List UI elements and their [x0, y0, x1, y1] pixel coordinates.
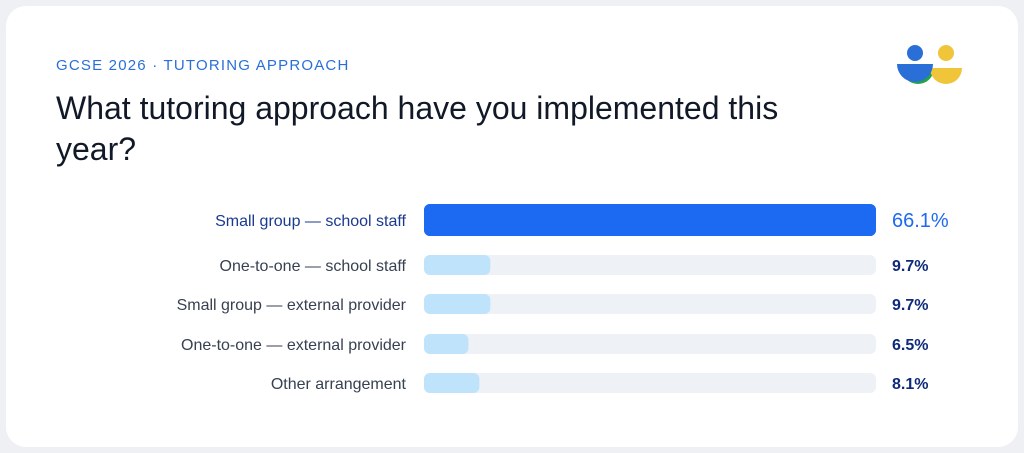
- bar-category-label: One-to-one — external provider: [181, 337, 407, 354]
- bar-track: [424, 373, 876, 393]
- bar: [424, 373, 480, 393]
- chart-title: What tutoring approach have you implemen…: [56, 90, 779, 167]
- bar: [424, 334, 469, 354]
- bar: [424, 294, 491, 314]
- bar-value-label: 66.1%: [892, 210, 949, 232]
- chart-eyebrow: GCSE 2026 · TUTORING APPROACH: [56, 57, 350, 74]
- bar-value-label: 9.7%: [892, 297, 928, 314]
- bar-category-label: Small group — external provider: [177, 297, 407, 314]
- bar-value-label: 8.1%: [892, 376, 928, 393]
- bar-chart: Small group — school staff 66.1% One-to-on…: [177, 204, 949, 393]
- bar: [424, 204, 876, 236]
- bar-value-label: 6.5%: [892, 337, 928, 354]
- bar-track: [424, 294, 876, 314]
- chart-card: GCSE 2026 · TUTORING APPROACH What tutor…: [6, 6, 1018, 447]
- bar-category-label: Other arrangement: [271, 376, 407, 393]
- bar: [424, 255, 491, 275]
- bar-track: [424, 255, 876, 275]
- people-logo-icon: [897, 45, 962, 84]
- bar-track: [424, 334, 876, 354]
- bar-category-label: Small group — school staff: [215, 213, 406, 230]
- bar-category-label: One-to-one — school staff: [220, 258, 407, 275]
- bar-value-label: 9.7%: [892, 258, 928, 275]
